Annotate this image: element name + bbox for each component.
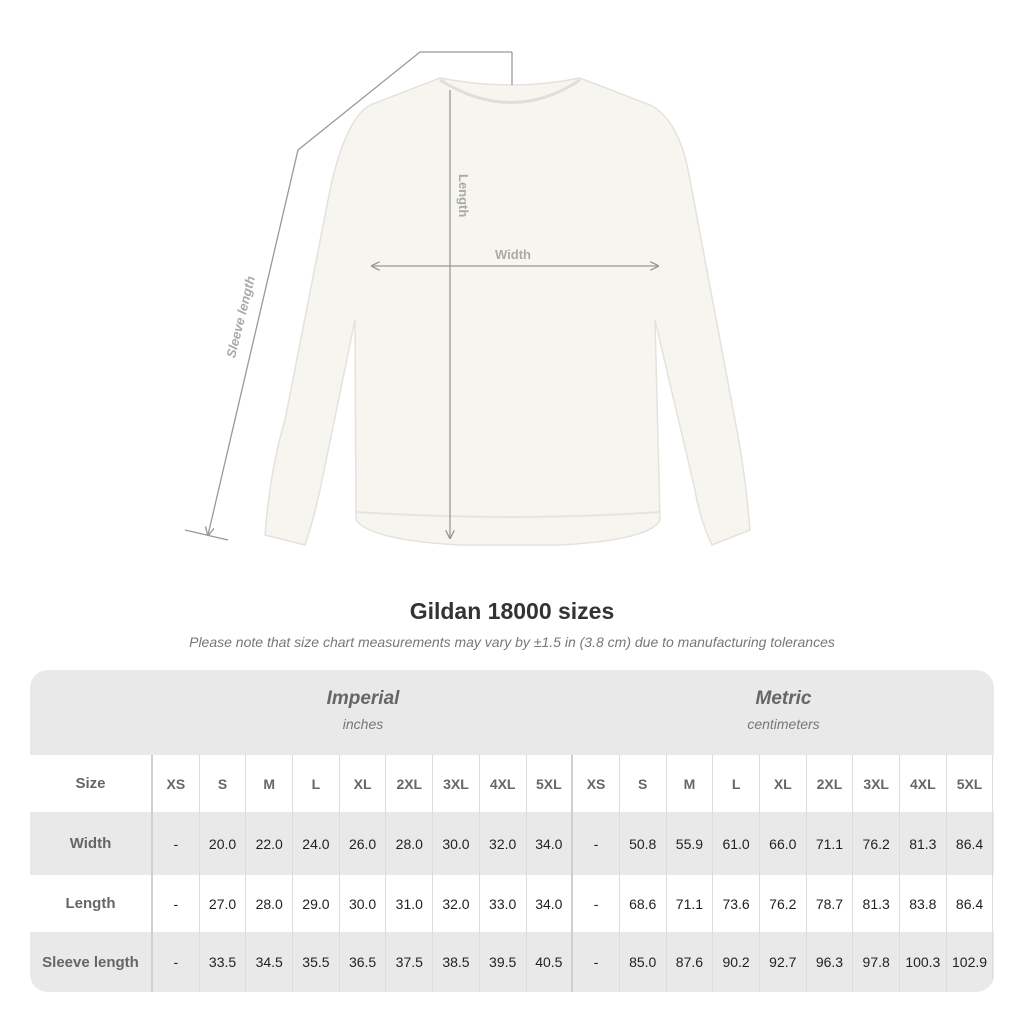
size-table: Imperial inches Metric centimeters Size X… [30, 670, 994, 992]
tolerance-note: Please note that size chart measurements… [189, 634, 835, 650]
row-label: Length [30, 875, 153, 932]
imperial-value-cell: 39.5 [480, 932, 527, 992]
metric-value-cell: 96.3 [807, 932, 854, 992]
metric-value-cell: 71.1 [667, 875, 714, 932]
imperial-value-cell: 30.0 [340, 875, 387, 932]
metric-value-cell: 76.2 [760, 875, 807, 932]
imperial-value-cell: - [153, 812, 200, 875]
imperial-value-cell: 24.0 [293, 812, 340, 875]
imperial-value-cell: 34.0 [527, 812, 574, 875]
metric-value-cell: 100.3 [900, 932, 947, 992]
table-row: Length -27.0 28.0 29.0 30.0 31.0 32.0 33.0 34.0-… [30, 875, 994, 932]
imperial-value-cell: 32.0 [433, 875, 480, 932]
metric-value-cell: 68.6 [620, 875, 667, 932]
imperial-value-cell: 30.0 [433, 812, 480, 875]
size-imperial-header: 4XL [480, 755, 527, 812]
metric-value-cell: - [573, 875, 620, 932]
imperial-title: Imperial [326, 688, 400, 709]
size-metric-header: 5XL [947, 755, 994, 812]
size-imperial-header: L [293, 755, 340, 812]
imperial-value-cell: 26.0 [340, 812, 387, 875]
page-title: Gildan 18000 sizes [409, 598, 615, 624]
table-row: Sleeve length -33.5 34.5 35.5 36.5 37.5 38.5 39… [30, 932, 994, 992]
size-metric-header: 2XL [807, 755, 854, 812]
size-imperial-header: 2XL [386, 755, 434, 812]
size-metric-header: L [713, 755, 760, 812]
row-label: Size [30, 755, 153, 812]
metric-value-cell: - [573, 932, 620, 992]
imperial-value-cell: 38.5 [433, 932, 480, 992]
metric-value-cell: 81.3 [853, 875, 900, 932]
metric-value-cell: 73.6 [713, 875, 760, 932]
size-imperial-header: XL [340, 755, 387, 812]
imperial-value-cell: 35.5 [293, 932, 340, 992]
imperial-value-cell: 27.0 [200, 875, 247, 932]
size-metric-header: 3XL [853, 755, 900, 812]
imperial-value-cell: 36.5 [340, 932, 387, 992]
imperial-value-cell: 32.0 [480, 812, 527, 875]
size-metric-header: XS [573, 755, 620, 812]
metric-value-cell: 61.0 [713, 812, 760, 875]
imperial-value-cell: 33.5 [200, 932, 247, 992]
size-metric-header: 4XL [900, 755, 947, 812]
metric-value-cell: 85.0 [620, 932, 667, 992]
metric-value-cell: 81.3 [900, 812, 947, 875]
imperial-value-cell: 31.0 [386, 875, 434, 932]
width-label: Width [495, 247, 531, 262]
metric-value-cell: 90.2 [713, 932, 760, 992]
sweatshirt-measurement-diagram: Length Width Sleeve length [184, 51, 751, 546]
size-metric-header: S [620, 755, 667, 812]
imperial-value-cell: 28.0 [386, 812, 434, 875]
metric-value-cell: 97.8 [853, 932, 900, 992]
imperial-value-cell: 40.5 [527, 932, 574, 992]
imperial-value-cell: 28.0 [246, 875, 294, 932]
imperial-value-cell: - [153, 932, 200, 992]
imperial-header: Imperial inches [153, 670, 573, 755]
table-row: Width -20.0 22.0 24.0 26.0 28.0 30.0 32.0 34.0-5… [30, 812, 994, 875]
size-imperial-header: XS [153, 755, 200, 812]
metric-value-cell: 87.6 [667, 932, 714, 992]
imperial-value-cell: - [153, 875, 200, 932]
metric-value-cell: - [573, 812, 620, 875]
metric-value-cell: 76.2 [853, 812, 900, 875]
metric-value-cell: 86.4 [947, 812, 994, 875]
length-label: Length [456, 174, 471, 217]
metric-header: Metric centimeters [573, 670, 994, 755]
metric-value-cell: 55.9 [667, 812, 714, 875]
metric-value-cell: 50.8 [620, 812, 667, 875]
metric-value-cell: 102.9 [947, 932, 994, 992]
size-metric-header: M [667, 755, 714, 812]
size-imperial-header: S [200, 755, 247, 812]
row-label: Width [30, 812, 153, 875]
imperial-value-cell: 37.5 [386, 932, 434, 992]
imperial-unit: inches [342, 716, 384, 732]
metric-value-cell: 86.4 [947, 875, 994, 932]
size-imperial-header: 5XL [527, 755, 574, 812]
metric-value-cell: 83.8 [900, 875, 947, 932]
metric-value-cell: 78.7 [807, 875, 854, 932]
imperial-value-cell: 33.0 [480, 875, 527, 932]
metric-unit: centimeters [747, 716, 820, 732]
imperial-value-cell: 29.0 [293, 875, 340, 932]
imperial-value-cell: 34.5 [246, 932, 294, 992]
metric-value-cell: 71.1 [807, 812, 854, 875]
sleeve-length-label: Sleeve length [223, 274, 258, 359]
imperial-value-cell: 22.0 [246, 812, 294, 875]
measurement-lines [184, 51, 658, 541]
size-imperial-header: 3XL [433, 755, 480, 812]
metric-title: Metric [755, 688, 812, 709]
imperial-value-cell: 20.0 [200, 812, 247, 875]
size-metric-header: XL [760, 755, 807, 812]
size-header-row: Size XS S M L XL 2XL 3XL 4XL 5XL XS S M L XL 2XL 3XL 4XL 5… [30, 755, 994, 812]
size-imperial-header: M [246, 755, 294, 812]
metric-value-cell: 66.0 [760, 812, 807, 875]
sweatshirt-image [264, 77, 751, 546]
row-label: Sleeve length [30, 932, 153, 992]
imperial-value-cell: 34.0 [527, 875, 574, 932]
metric-value-cell: 92.7 [760, 932, 807, 992]
